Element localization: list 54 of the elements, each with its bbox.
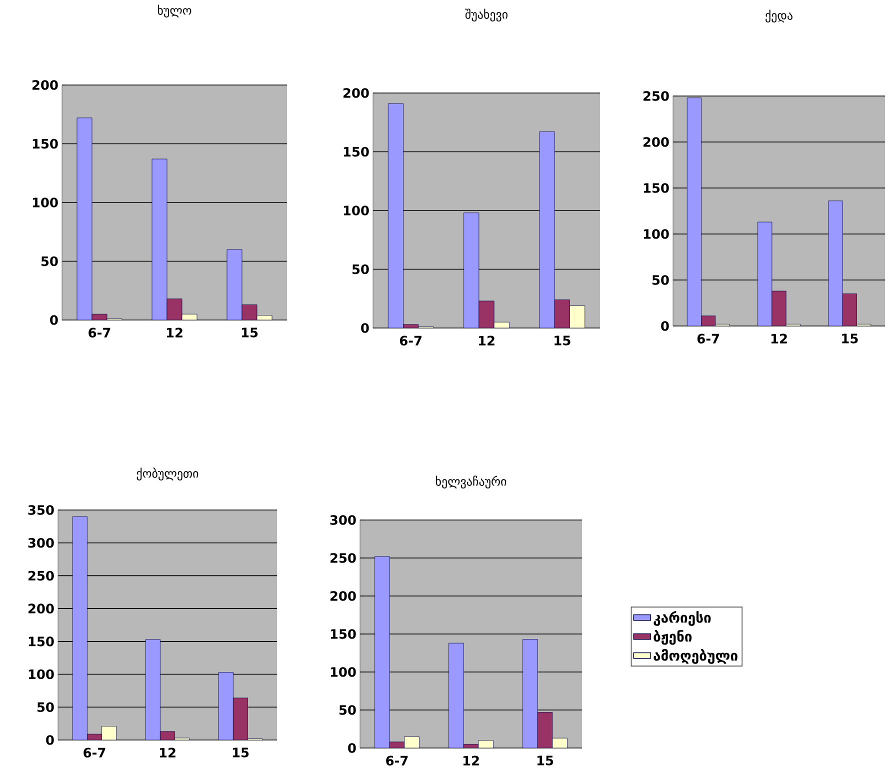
y-tick-label: 200 bbox=[643, 137, 669, 147]
y-tick-label: 200 bbox=[32, 80, 58, 90]
y-tick-label: 150 bbox=[28, 636, 54, 646]
x-tick-label: 12 bbox=[463, 756, 479, 766]
y-tick-label: 100 bbox=[32, 198, 58, 208]
y-tick-label: 150 bbox=[344, 146, 369, 157]
x-tick-label: 6-7 bbox=[386, 756, 408, 766]
y-tick-label: 250 bbox=[330, 553, 356, 563]
y-tick-label: 150 bbox=[32, 138, 58, 149]
y-tick-label: 0 bbox=[361, 323, 369, 333]
y-tick-label: 50 bbox=[652, 275, 669, 285]
y-tick-label: 300 bbox=[330, 515, 356, 525]
x-tick-label: 6-7 bbox=[84, 748, 106, 758]
y-tick-label: 50 bbox=[352, 264, 369, 274]
chart-title: ქედა bbox=[766, 10, 792, 22]
x-tick-label: 15 bbox=[554, 336, 570, 346]
y-tick-label: 50 bbox=[339, 705, 356, 715]
x-tick-label: 6-7 bbox=[88, 328, 110, 338]
y-tick-label: 300 bbox=[28, 538, 54, 548]
y-tick-label: 50 bbox=[41, 256, 58, 266]
y-tick-label: 250 bbox=[643, 91, 669, 101]
x-tick-label: 6-7 bbox=[400, 336, 422, 346]
y-tick-label: 100 bbox=[644, 229, 669, 239]
chart-title: შუახევი bbox=[465, 8, 508, 22]
y-tick-label: 0 bbox=[348, 743, 356, 753]
y-tick-label: 0 bbox=[50, 315, 58, 325]
y-tick-label: 250 bbox=[28, 570, 54, 581]
y-tick-label: 350 bbox=[28, 505, 54, 515]
y-tick-label: 100 bbox=[28, 669, 54, 680]
x-tick-label: 12 bbox=[166, 328, 182, 338]
x-tick-label: 15 bbox=[242, 328, 258, 338]
y-tick-label: 200 bbox=[343, 88, 369, 98]
legend-label: ამოღებული bbox=[654, 649, 738, 664]
legend-label: კარიესი bbox=[654, 611, 711, 626]
y-tick-label: 0 bbox=[661, 321, 669, 331]
y-tick-label: 100 bbox=[330, 667, 356, 677]
x-tick-label: 6-7 bbox=[697, 334, 720, 344]
y-tick-label: 200 bbox=[28, 604, 54, 614]
y-tick-label: 150 bbox=[644, 183, 669, 193]
x-tick-label: 12 bbox=[160, 748, 176, 758]
chart-title: ხელვაჩაური bbox=[436, 476, 506, 488]
y-tick-label: 200 bbox=[330, 591, 356, 601]
x-tick-label: 15 bbox=[537, 756, 554, 766]
y-tick-label: 100 bbox=[344, 206, 369, 216]
chart-title: ხულო bbox=[158, 4, 192, 18]
y-tick-label: 0 bbox=[46, 735, 54, 745]
x-tick-label: 15 bbox=[842, 334, 858, 344]
x-tick-label: 12 bbox=[478, 336, 494, 346]
x-tick-label: 12 bbox=[771, 334, 787, 344]
y-tick-label: 150 bbox=[330, 629, 356, 639]
chart-title: ქობულეთი bbox=[136, 468, 198, 480]
y-tick-label: 50 bbox=[37, 702, 54, 712]
legend-label: ბჟენი bbox=[654, 630, 692, 645]
x-tick-label: 15 bbox=[232, 748, 249, 758]
